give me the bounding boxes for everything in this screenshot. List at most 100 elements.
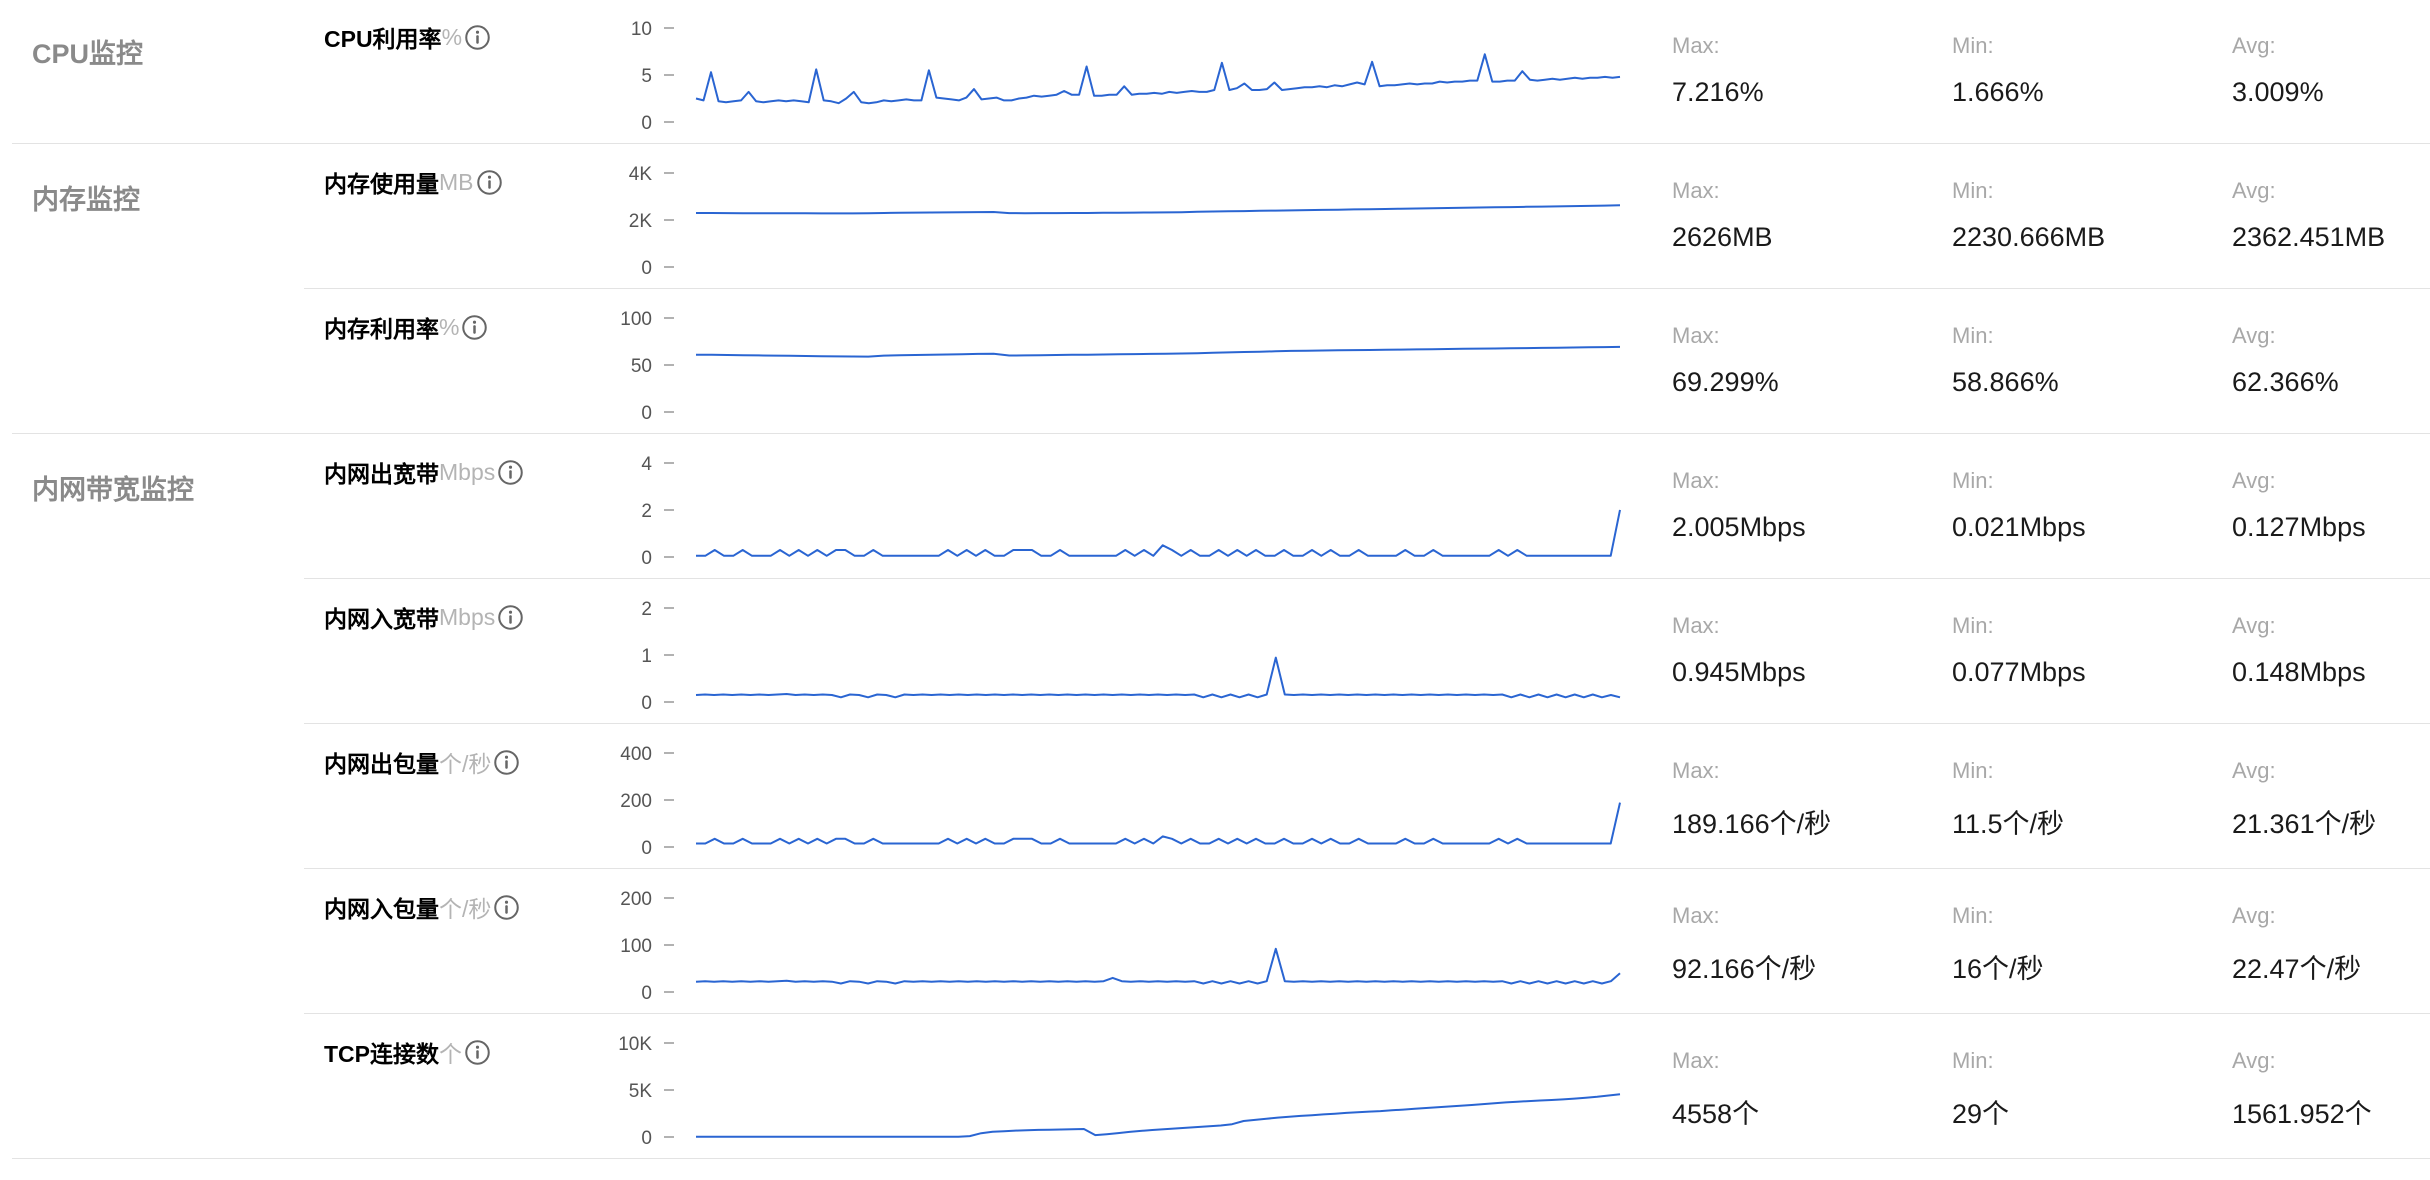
metric-chart: 200 100 0 [620,889,1621,1004]
metric-name: 内网入宽带 [324,606,439,632]
metric-name: 内存利用率 [324,316,439,342]
info-icon[interactable] [497,604,524,631]
y-tick-label: 10 [631,19,652,40]
metric-row: 内网出包量 个/秒 400 200 0 Max: 189.166个/秒 Min: 11.5个/秒… [0,725,2430,870]
stat-avg-value: 3.009% [2232,77,2324,107]
stat-min-value: 58.866% [1952,367,2059,397]
stat-min-value: 1.666% [1952,77,2044,107]
metric-label: 内网入宽带 Mbps [324,600,524,634]
stat-avg-label: Avg: [2232,33,2276,58]
stat-min-label: Min: [1952,613,1994,638]
stat-avg-label: Avg: [2232,1048,2276,1073]
series-line [695,656,1621,699]
metric-label: TCP连接数个 [324,1035,491,1069]
metric-label: 内网出包量 个/秒 [324,745,520,779]
info-icon[interactable] [464,1039,491,1066]
stat-max-value: 0.945Mbps [1672,657,1806,687]
metric-name: 内网入包量 [324,896,439,922]
stat-avg-value: 22.47个/秒 [2232,954,2362,984]
y-tick-label: 1 [641,646,652,667]
info-icon[interactable] [493,894,520,921]
metric-unit: 个 [439,1041,462,1067]
stat-avg-value: 1561.952个 [2232,1099,2372,1129]
stat-min-label: Min: [1952,468,1994,493]
stat-avg-value: 2362.451MB [2232,222,2386,252]
stat-max-value: 7.216% [1672,77,1764,107]
metric-label: 内存使用量 MB [324,165,503,199]
metric-unit: Mbps [439,603,496,630]
stat-avg-label: Avg: [2232,468,2276,493]
y-tick-label: 2K [629,211,653,232]
stat-min-label: Min: [1952,1048,1994,1073]
stat-max-label: Max: [1672,758,1720,783]
y-tick-label: 4K [629,164,653,185]
metric-name: TCP连接数 [324,1041,439,1067]
section-title: CPU监控 [32,39,144,69]
metric-row: 内存使用量 MB 4K 2K 0 Max: 2626MB Min: 2230.666MB Avg:… [0,145,2430,290]
info-icon[interactable] [493,749,520,776]
row-divider [304,578,2430,579]
series-line [695,345,1621,358]
y-tick-label: 0 [641,1128,652,1149]
metric-label: 内网出宽带 Mbps [324,455,524,489]
metric-name: CPU利用率 [324,26,442,52]
info-icon[interactable] [476,169,503,196]
section-divider [12,143,2430,144]
metric-chart: 100 50 0 [620,309,1621,424]
stat-min-value: 0.021Mbps [1952,512,2086,542]
section-title: 内网带宽监控 [32,475,194,505]
metric-unit: 个/秒 [439,751,492,777]
stat-max-label: Max: [1672,323,1720,348]
y-tick-label: 200 [620,791,652,812]
metric-row: TCP连接数个 10K 5K 0 Max: 4558个 Min: 29个 Avg: 1561.95… [0,1015,2430,1160]
info-icon[interactable] [497,459,524,486]
stat-min-value: 11.5个/秒 [1952,809,2065,839]
stat-max-value: 189.166个/秒 [1672,809,1832,839]
stat-avg-label: Avg: [2232,613,2276,638]
row-divider [304,288,2430,289]
metric-row: 内存利用率% 100 50 0 Max: 69.299% Min: 58.866% Avg: 62… [0,290,2430,435]
stat-min-label: Min: [1952,323,1994,348]
stat-min-label: Min: [1952,903,1994,928]
section-divider [12,433,2430,434]
metric-label: CPU利用率% [324,20,491,54]
series-line [695,53,1621,105]
stat-avg-value: 0.148Mbps [2232,657,2366,687]
row-divider [304,868,2430,869]
y-tick-label: 200 [620,889,652,910]
y-tick-label: 0 [641,983,652,1004]
metric-unit: Mbps [439,458,496,485]
info-icon[interactable] [464,24,491,51]
stat-avg-value: 0.127Mbps [2232,512,2366,542]
stat-max-value: 92.166个/秒 [1672,954,1817,984]
metric-chart: 4K 2K 0 [629,164,1621,279]
y-tick-label: 0 [641,838,652,859]
y-tick-label: 2 [641,501,652,522]
y-tick-label: 10K [618,1034,652,1055]
info-icon[interactable] [461,314,488,341]
y-tick-label: 100 [620,309,652,330]
stat-max-label: Max: [1672,903,1720,928]
row-divider [304,723,2430,724]
y-tick-label: 4 [641,454,652,475]
metric-chart: 10K 5K 0 [618,1034,1621,1149]
stat-min-value: 29个 [1952,1099,2010,1129]
y-tick-label: 100 [620,936,652,957]
stat-min-value: 16个/秒 [1952,954,2044,984]
stat-avg-label: Avg: [2232,178,2276,203]
series-line [696,204,1621,215]
stat-max-value: 4558个 [1672,1099,1760,1129]
metric-row: 内网入宽带 Mbps 2 1 0 Max: 0.945Mbps Min: 0.077Mbps Av… [0,580,2430,725]
row-divider [304,1013,2430,1014]
stat-avg-label: Avg: [2232,758,2276,783]
stat-avg-value: 62.366% [2232,367,2339,397]
stat-max-label: Max: [1672,1048,1720,1073]
section-divider [12,1158,2430,1159]
stat-avg-value: 21.361个/秒 [2232,809,2377,839]
section-title: 内存监控 [32,185,140,215]
series-line [696,1093,1621,1138]
stat-max-label: Max: [1672,33,1720,58]
metric-unit: % [441,23,463,50]
y-tick-label: 50 [631,356,652,377]
metric-row: 内网入包量 个/秒 200 100 0 Max: 92.166个/秒 Min: 16个/秒 Avg… [0,870,2430,1015]
